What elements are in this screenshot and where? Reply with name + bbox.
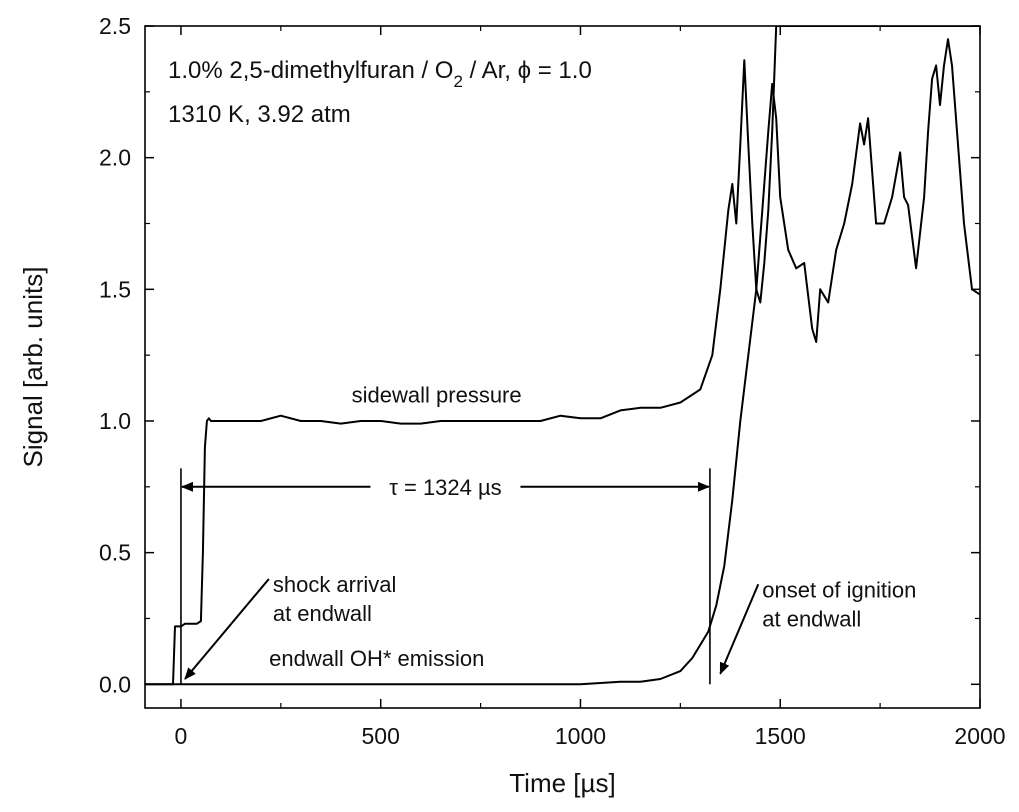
y-tick-label: 0.5 — [99, 540, 131, 566]
y-tick-label: 2.0 — [99, 145, 131, 171]
y-tick-label: 2.5 — [99, 13, 131, 39]
label-endwall-oh: endwall OH* emission — [269, 646, 484, 671]
tau-label: τ = 1324 µs — [389, 475, 502, 500]
info-line-1-prefix: 1.0% 2,5-dimethylfuran / O — [168, 57, 453, 84]
label-shock-arrival-1: shock arrival — [273, 572, 396, 597]
y-axis-title: Signal [arb. units] — [18, 267, 48, 468]
shock-arrival-arrow — [184, 578, 270, 680]
y-tick-label: 1.5 — [99, 276, 131, 302]
series-line-endwall-oh-emission — [145, 38, 980, 686]
x-tick-label: 1500 — [755, 723, 806, 749]
info-line-1-subscript: 2 — [453, 72, 462, 91]
series-line-sidewall-pressure — [145, 26, 980, 686]
x-axis-title: Time [µs] — [509, 768, 615, 798]
y-tick-label: 0.0 — [99, 671, 131, 697]
info-line-2: 1310 K, 3.92 atm — [168, 101, 351, 128]
x-tick-label: 500 — [362, 723, 400, 749]
plot-frame — [144, 25, 981, 709]
x-tick-label: 2000 — [954, 723, 1005, 749]
y-tick-label: 1.0 — [99, 408, 131, 434]
series-group — [145, 26, 980, 686]
label-onset-2: at endwall — [762, 606, 861, 631]
x-tick-label: 0 — [175, 723, 188, 749]
onset-ignition-arrow — [719, 583, 760, 675]
x-tick-label: 1000 — [555, 723, 606, 749]
info-line-1-suffix: / Ar, ϕ = 1.0 — [463, 57, 592, 84]
label-shock-arrival-2: at endwall — [273, 601, 372, 626]
label-sidewall-pressure: sidewall pressure — [352, 383, 522, 408]
label-onset-1: onset of ignition — [762, 577, 916, 602]
info-line-1: 1.0% 2,5-dimethylfuran / O2 / Ar, ϕ = 1.… — [168, 57, 592, 91]
